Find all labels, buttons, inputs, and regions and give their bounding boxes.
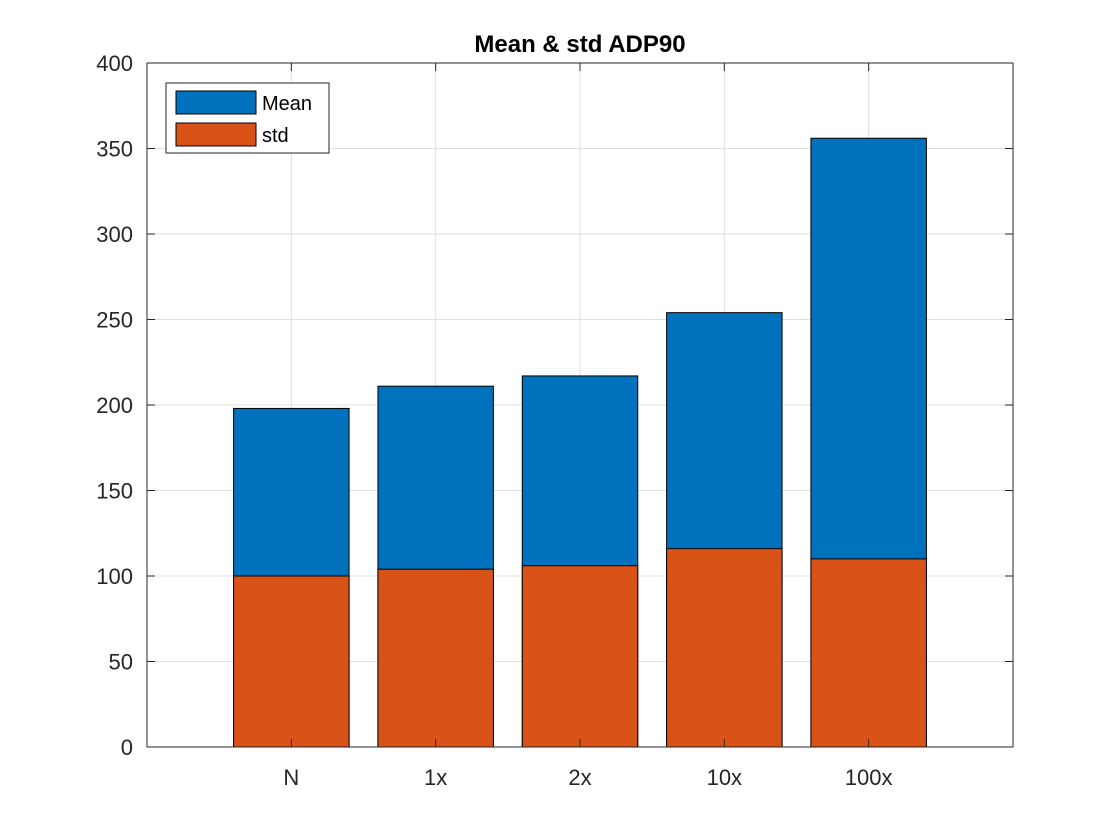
legend-label-mean: Mean <box>262 93 312 115</box>
bar-std-1x <box>377 568 494 748</box>
chart-title: Mean & std ADP90 <box>474 31 685 58</box>
y-tick-label: 0 <box>121 735 133 760</box>
legend-swatch-std <box>175 122 257 147</box>
x-tick-label: N <box>283 765 299 790</box>
bar-std-2x <box>521 565 639 748</box>
legend-swatch-mean <box>175 90 257 115</box>
legend: Mean std <box>165 82 330 154</box>
y-tick-label: 400 <box>96 51 133 76</box>
y-tick-label: 50 <box>109 650 133 675</box>
x-tick-label: 10x <box>707 765 742 790</box>
y-tick-label: 100 <box>96 564 133 589</box>
legend-label-std: std <box>262 125 289 147</box>
tick-labels: 0 50 100 150 200 250 300 350 400 N 1x 2x 10x 100x <box>96 51 892 790</box>
y-tick-label: 300 <box>96 222 133 247</box>
x-tick-label: 100x <box>845 765 893 790</box>
x-tick-label: 1x <box>424 765 447 790</box>
y-tick-label: 350 <box>96 137 133 162</box>
y-tick-label: 150 <box>96 479 133 504</box>
x-tick-label: 2x <box>568 765 591 790</box>
bar-std-n <box>233 575 350 748</box>
axis-ticks <box>147 62 1013 748</box>
bars <box>233 137 927 748</box>
bar-std-10x <box>666 548 783 748</box>
y-tick-label: 250 <box>96 308 133 333</box>
y-tick-label: 200 <box>96 393 133 418</box>
bar-std-100x <box>810 558 927 748</box>
